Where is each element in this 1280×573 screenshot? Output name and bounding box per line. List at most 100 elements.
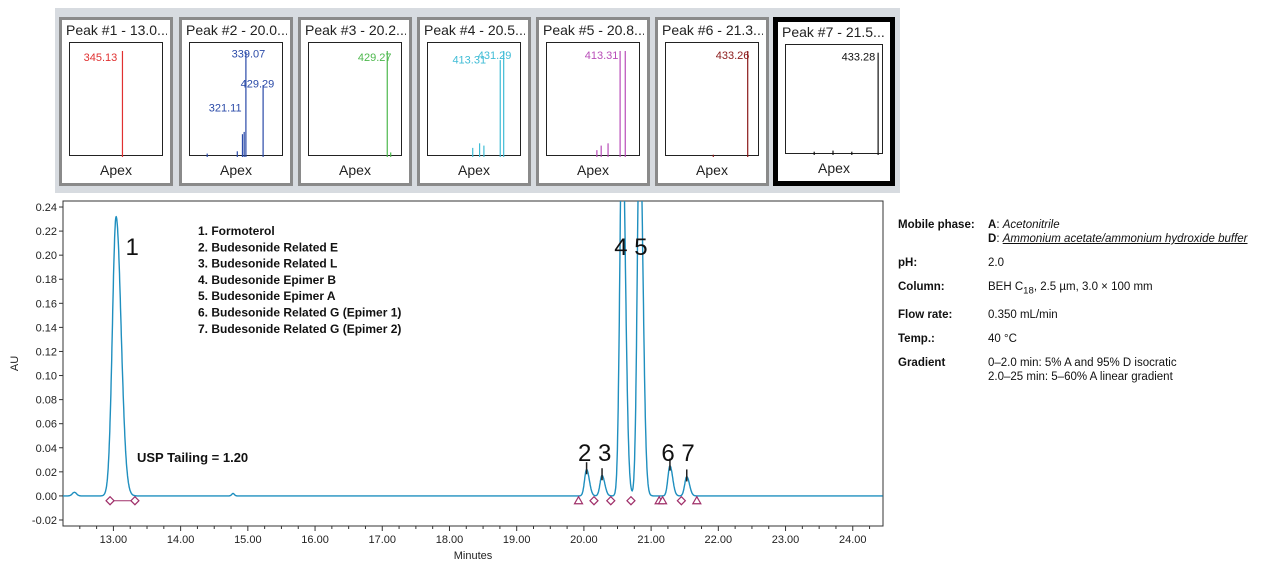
spectrum-plot: 429.27 <box>308 42 402 157</box>
spectrum-panel-2[interactable]: Peak #2 - 20.0... 339.07 321.11 429.29 Apex <box>179 17 293 186</box>
spectrum-mz-label: 433.26 <box>716 50 750 62</box>
y-tick-label: 0.16 <box>36 298 57 310</box>
spectrum-panel-6[interactable]: Peak #6 - 21.3... 433.26 Apex <box>655 17 769 186</box>
spectrum-svg: 345.13 <box>84 50 124 157</box>
plot-frame <box>62 200 884 527</box>
spectrum-panel-1[interactable]: Peak #1 - 13.0... 345.13 Apex <box>59 17 173 186</box>
peak-end-marker <box>130 495 140 506</box>
column-pre: BEH C <box>988 281 1024 293</box>
mobile-phase-value: A: Acetonitrile D: Ammonium acetate/ammo… <box>988 219 1248 245</box>
gradient-step-1: 0–2.0 min: 5% A and 95% D isocratic <box>988 357 1177 370</box>
spectrum-footer: Apex <box>818 160 850 176</box>
x-axis-label: Minutes <box>454 550 493 562</box>
flow-value: 0.350 mL/min <box>988 309 1058 322</box>
chromatogram: -0.02 0.00 0.02 0.04 0.06 0.08 0.10 0.12 0.14 0.1… <box>9 200 884 562</box>
flow-label: Flow rate: <box>898 309 953 322</box>
peak-start-marker <box>573 495 584 505</box>
column-sub: 18 <box>1023 285 1034 297</box>
y-tick-label: 0.10 <box>36 371 57 383</box>
mobile-phase-d-key: D <box>988 233 997 245</box>
spectrum-panel-3[interactable]: Peak #3 - 20.2... 429.27 Apex <box>298 17 412 186</box>
spectrum-title: Peak #1 - 13.0... <box>66 22 167 38</box>
x-tick-label: 13.00 <box>100 534 128 546</box>
spectrum-title: Peak #2 - 20.0... <box>186 22 287 38</box>
spectrum-mz-label: 339.07 <box>232 49 266 61</box>
x-tick-label: 20.00 <box>570 534 598 546</box>
legend-entry: 1. Formoterol <box>198 224 275 238</box>
spectrum-mz-label: 431.29 <box>478 50 512 62</box>
peak-end-marker <box>589 495 599 506</box>
spectrum-panel-7[interactable]: Peak #7 - 21.5... 433.28 Apex <box>773 17 895 186</box>
x-tick-label: 18.00 <box>436 534 464 546</box>
column-value: BEH C18, 2.5 µm, 3.0 × 100 mm <box>988 280 1278 298</box>
spectrum-mz-label: 345.13 <box>84 52 118 64</box>
mobile-phase-a-key: A <box>988 219 997 231</box>
y-tick-label: 0.06 <box>36 419 57 431</box>
spectrum-footer: Apex <box>458 162 490 178</box>
spectrum-plot: 339.07 321.11 429.29 <box>189 42 283 157</box>
y-tick-label: 0.22 <box>36 226 57 238</box>
gradient-label: Gradient <box>898 357 946 370</box>
legend-entry: 7. Budesonide Related G (Epimer 2) <box>198 322 401 336</box>
gradient-row: Gradient 0–2.0 min: 5% A and 95% D isocr… <box>898 356 1278 384</box>
y-tick-label: 0.18 <box>36 274 57 286</box>
spectrum-mz-label: 413.31 <box>585 50 619 62</box>
x-tick-label: 17.00 <box>368 534 396 546</box>
spectrum-footer: Apex <box>696 162 728 178</box>
x-tick-label: 24.00 <box>839 534 867 546</box>
mobile-phase-row: Mobile phase: A: Acetonitrile D: Ammoniu… <box>898 218 1278 246</box>
x-tick-label: 21.00 <box>637 534 665 546</box>
peak-end-marker <box>105 495 115 506</box>
y-tick-label: 0.00 <box>36 491 57 503</box>
y-tick-label: 0.20 <box>36 250 57 262</box>
y-axis-label: AU <box>9 356 21 371</box>
spectrum-plot: 433.28 <box>785 44 883 155</box>
y-tick-label: 0.02 <box>36 467 57 479</box>
x-tick-label: 22.00 <box>705 534 733 546</box>
gradient-value: 0–2.0 min: 5% A and 95% D isocratic 2.0–… <box>988 356 1278 384</box>
x-tick-label: 16.00 <box>301 534 329 546</box>
ph-value: 2.0 <box>988 257 1004 269</box>
spectrum-footer: Apex <box>100 162 132 178</box>
spectrum-svg: 339.07 321.11 429.29 <box>206 49 275 157</box>
y-tick-label: 0.24 <box>36 202 57 214</box>
column-label: Column: <box>898 281 945 293</box>
temp-row: Temp.: 40 °C <box>898 332 1278 346</box>
column-post: , 2.5 µm, 3.0 × 100 mm <box>1033 281 1153 293</box>
gradient-step-2: 2.0–25 min: 5–60% A linear gradient <box>988 371 1173 384</box>
peak-label-2-3: 2 3 <box>578 440 611 467</box>
temp-value: 40 °C <box>988 333 1017 346</box>
legend-entry: 4. Budesonide Epimer B <box>198 273 336 287</box>
spectrum-footer: Apex <box>339 162 371 178</box>
y-tick-label: 0.08 <box>36 395 57 407</box>
spectrum-title: Peak #7 - 21.5... <box>782 24 885 40</box>
spectrum-mz-label: 429.29 <box>241 78 275 90</box>
peak-start-marker <box>657 495 668 505</box>
spectrum-svg: 413.31 <box>585 50 626 157</box>
usp-tailing-annotation: USP Tailing = 1.20 <box>137 450 248 465</box>
spectrum-panel-4[interactable]: Peak #4 - 20.5... 413.31 431.29 Apex <box>417 17 531 186</box>
y-tick-label: 0.14 <box>36 322 57 334</box>
spectrum-svg: 433.26 <box>712 50 750 157</box>
spectrum-mz-label: 429.27 <box>358 52 392 64</box>
spectrum-mz-label: 321.11 <box>209 102 242 114</box>
y-tick-label: 0.12 <box>36 346 57 358</box>
mobile-phase-label: Mobile phase: <box>898 219 975 231</box>
peak-start-marker <box>691 495 702 505</box>
legend-entry: 3. Budesonide Related L <box>198 257 337 271</box>
spectrum-mz-label: 433.28 <box>842 52 876 64</box>
spectrum-panel-5[interactable]: Peak #5 - 20.8... 413.31 Apex <box>536 17 650 186</box>
spectrum-plot: 413.31 431.29 <box>427 42 521 157</box>
ph-row: pH: 2.0 <box>898 256 1278 270</box>
spectrum-title: Peak #6 - 21.3... <box>662 22 763 38</box>
temp-label: Temp.: <box>898 333 935 346</box>
ph-label: pH: <box>898 257 918 269</box>
peak-end-marker <box>626 495 636 506</box>
flow-row: Flow rate: 0.350 mL/min <box>898 308 1278 322</box>
peak-label-6-7: 6 7 <box>661 440 694 467</box>
mobile-phase-d: Ammonium acetate/ammonium hydroxide buff… <box>1002 233 1248 245</box>
spectrum-title: Peak #5 - 20.8... <box>543 22 644 38</box>
method-conditions: Mobile phase: A: Acetonitrile D: Ammoniu… <box>898 218 1278 394</box>
x-tick-label: 23.00 <box>772 534 800 546</box>
